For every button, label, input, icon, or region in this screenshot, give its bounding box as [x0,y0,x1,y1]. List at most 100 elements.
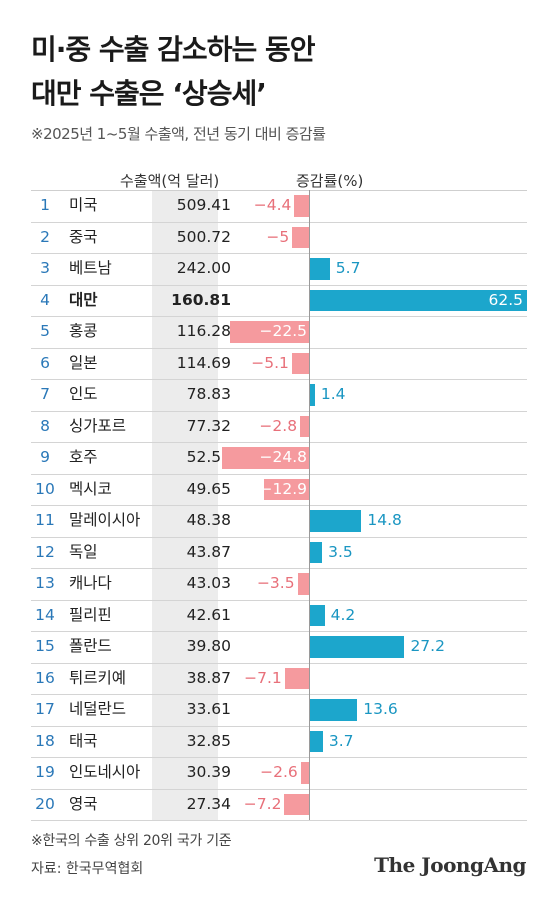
chart-subtitle: ※2025년 1~5월 수출액, 전년 동기 대비 증감률 [31,125,326,143]
table-row: 13 캐나다 43.03 −3.5 [31,568,527,601]
change-label: 14.8 [367,511,402,529]
export-value: 38.87 [186,668,231,687]
change-bar [310,384,315,406]
joongang-logo: The JoongAng [374,853,526,877]
export-value: 30.39 [186,763,231,781]
change-label: 1.4 [320,385,346,403]
column-header-value: 수출액(억 달러) [120,172,220,190]
change-label: −2.8 [259,416,298,435]
export-value: 27.34 [186,794,231,813]
rank-number: 15 [35,637,55,655]
source-note: 자료: 한국무역협회 [31,861,144,877]
rank-number: 3 [40,259,50,277]
country-name: 인도 [69,385,98,403]
change-label: −2.6 [260,763,298,781]
change-bar [291,352,310,374]
change-bar [310,730,323,752]
country-name: 튀르키예 [69,668,127,687]
change-bar [230,321,310,343]
country-name: 필리핀 [69,605,112,624]
table-row: 20 영국 27.34 −7.2 [31,789,527,821]
chart-title-line2: 대만 수출은 ‘상승세’ [31,77,267,110]
rank-number: 11 [35,511,55,529]
country-name: 영국 [69,794,98,813]
country-name: 네덜란드 [69,700,127,718]
export-value: 48.38 [186,511,231,529]
table-row: 17 네덜란드 33.61 13.6 [31,694,527,727]
change-label: −7.2 [243,794,282,813]
change-bar [310,699,358,721]
table-row: 14 필리핀 42.61 4.2 [31,600,527,632]
export-value: 242.00 [176,259,231,277]
rank-number: 2 [40,227,50,246]
table-row: 9 호주 52.52 −24.8 [31,442,527,475]
change-bar [310,604,325,626]
rank-number: 5 [40,322,50,340]
change-label: 5.7 [335,259,361,277]
change-label: 3.7 [328,731,354,750]
table-row: 4 대만 160.81 62.5 [31,285,527,317]
change-label: −24.8 [259,448,308,466]
export-value: 160.81 [171,290,231,309]
table-row: 7 인도 78.83 1.4 [31,379,527,412]
rank-number: 16 [35,668,55,687]
change-bar [310,258,330,280]
table-row: 15 폴란드 39.80 27.2 [31,631,527,664]
table-top-border [31,190,527,191]
country-name: 베트남 [69,259,112,277]
country-name: 인도네시아 [69,763,141,781]
rank-number: 13 [35,574,55,592]
rank-number: 14 [35,605,55,624]
rank-number: 4 [40,290,50,309]
column-header-change: 증감률(%) [296,172,364,190]
change-label: −5.1 [251,353,289,372]
country-name: 캐나다 [69,574,112,592]
table-row: 6 일본 114.69 −5.1 [31,348,527,380]
export-value: 42.61 [186,605,231,624]
change-bar [297,573,310,595]
rank-number: 17 [35,700,55,718]
export-value: 49.65 [186,479,231,498]
export-value: 500.72 [176,227,231,246]
export-value: 33.61 [186,700,231,718]
country-name: 태국 [69,731,98,750]
table-row: 16 튀르키예 38.87 −7.1 [31,663,527,695]
table-row: 5 홍콩 116.28 −22.5 [31,316,527,349]
change-label: 3.5 [328,542,353,561]
change-bar [222,447,310,469]
country-name: 멕시코 [69,479,112,498]
country-name: 싱가포르 [69,416,127,435]
change-label: −22.5 [259,322,308,340]
change-bar [284,667,310,689]
country-name: 일본 [69,353,98,372]
rank-number: 18 [35,731,55,750]
rank-number: 10 [35,479,55,498]
country-name: 독일 [69,542,98,561]
table-row: 19 인도네시아 30.39 −2.6 [31,757,527,790]
change-bar [310,636,405,658]
table-row: 10 멕시코 49.65 −12.9 [31,474,527,506]
table-row: 18 태국 32.85 3.7 [31,726,527,758]
table-row: 3 베트남 242.00 5.7 [31,253,527,286]
change-bar [300,762,310,784]
rank-number: 1 [40,196,50,214]
table-row: 2 중국 500.72 −5 [31,222,527,254]
export-value: 39.80 [186,637,231,655]
rank-number: 8 [40,416,50,435]
change-label: 4.2 [330,605,356,624]
change-bar [310,289,527,311]
country-name: 호주 [69,448,98,466]
change-label: 62.5 [488,290,523,309]
country-name: 대만 [69,290,98,309]
change-bar [300,415,310,437]
export-value: 32.85 [186,731,231,750]
chart-title-line1: 미·중 수출 감소하는 동안 [31,33,315,66]
rank-number: 9 [40,448,50,466]
change-label: −3.5 [256,574,295,592]
export-value: 78.83 [186,385,231,403]
change-label: −4.4 [253,196,292,214]
change-bar [294,195,310,217]
table-row: 12 독일 43.87 3.5 [31,537,527,569]
table-row: 8 싱가포르 77.32 −2.8 [31,411,527,443]
